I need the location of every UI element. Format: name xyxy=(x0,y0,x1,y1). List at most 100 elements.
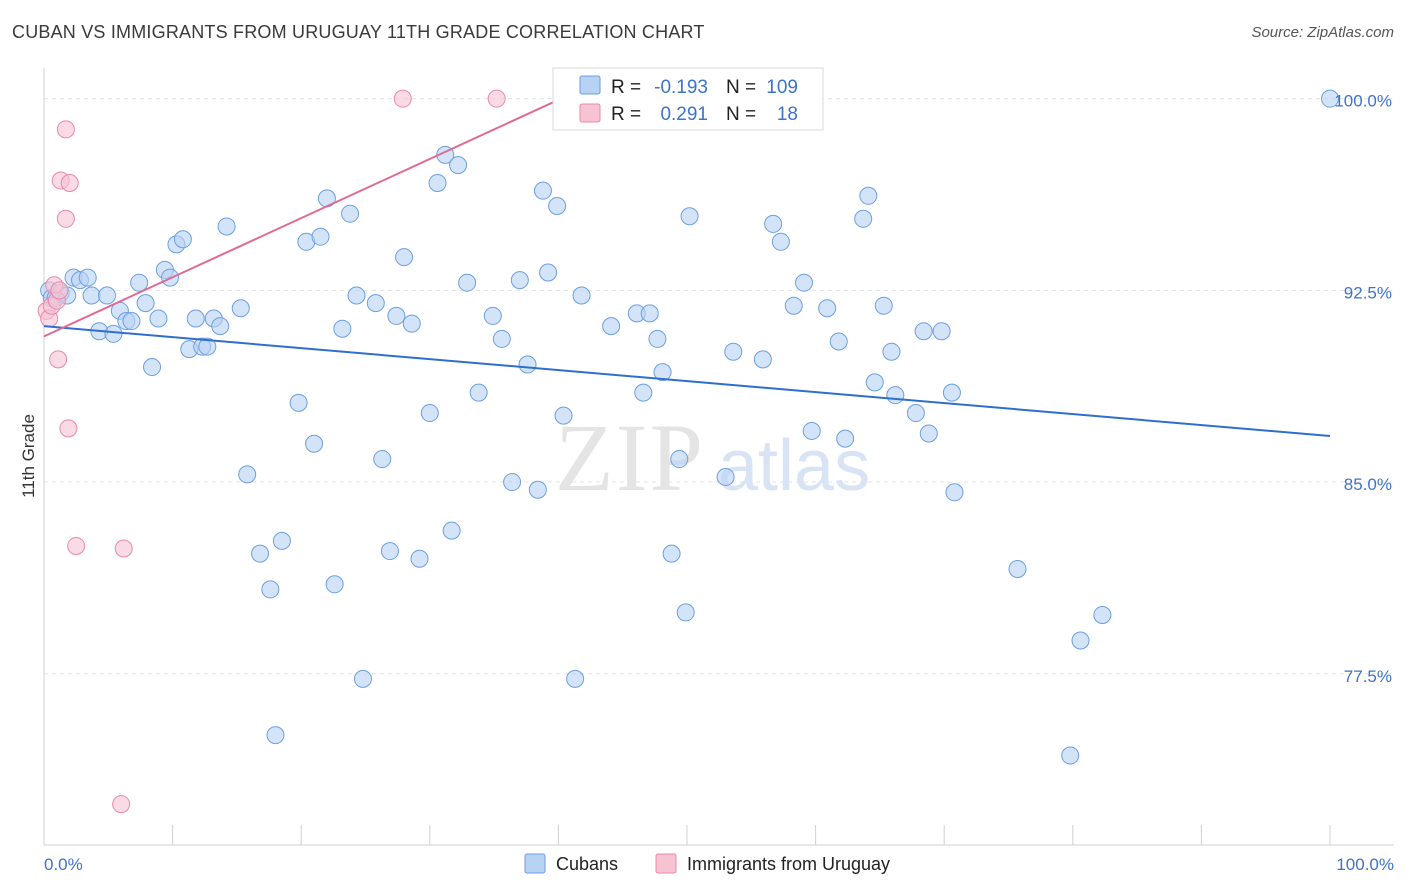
data-point xyxy=(640,304,659,323)
trend-line-cubans xyxy=(43,325,1331,438)
data-point xyxy=(149,309,168,328)
data-point xyxy=(1093,605,1112,624)
data-point xyxy=(724,342,743,361)
data-point xyxy=(428,174,447,193)
data-point xyxy=(56,209,75,228)
data-point xyxy=(130,273,149,292)
data-point xyxy=(882,342,901,361)
data-point xyxy=(347,286,366,305)
data-point xyxy=(186,309,205,328)
data-point xyxy=(802,421,821,440)
data-point xyxy=(311,227,330,246)
y-tick-label: 85.0% xyxy=(1344,475,1392,494)
data-point xyxy=(771,232,790,251)
data-point xyxy=(420,404,439,423)
data-point xyxy=(50,281,69,300)
data-point xyxy=(836,429,855,448)
gridlines xyxy=(44,98,1394,675)
data-point xyxy=(865,373,884,392)
data-point xyxy=(402,314,421,333)
data-point xyxy=(59,419,78,438)
legend-n-value-cubans: 109 xyxy=(766,77,798,98)
data-point xyxy=(78,268,97,287)
data-point xyxy=(122,312,141,331)
source-label: Source: ZipAtlas.com xyxy=(1251,24,1394,41)
data-point xyxy=(393,89,412,108)
data-point xyxy=(469,383,488,402)
data-point xyxy=(648,329,667,348)
data-point xyxy=(572,286,591,305)
uruguay-points xyxy=(37,89,680,814)
data-point xyxy=(492,329,511,348)
x-tick-label-max: 100.0% xyxy=(1336,855,1394,874)
data-point xyxy=(874,296,893,315)
data-point xyxy=(251,544,270,563)
data-point xyxy=(325,575,344,594)
data-point xyxy=(173,230,192,249)
data-point xyxy=(67,536,86,555)
series-legend-label-cubans: Cubans xyxy=(556,854,618,874)
data-point xyxy=(333,319,352,338)
data-point xyxy=(238,465,257,484)
data-point xyxy=(818,299,837,318)
data-point xyxy=(539,263,558,282)
data-point xyxy=(305,434,324,453)
data-point xyxy=(60,174,79,193)
legend-r-value-cubans: -0.193 xyxy=(654,77,708,98)
data-point xyxy=(449,156,468,175)
data-point xyxy=(919,424,938,443)
data-point xyxy=(753,350,772,369)
data-point xyxy=(341,204,360,223)
data-point xyxy=(914,322,933,341)
data-point xyxy=(1008,559,1027,578)
series-legend-label-uruguay: Immigrants from Uruguay xyxy=(687,854,890,874)
data-point xyxy=(518,355,537,374)
data-point xyxy=(829,332,848,351)
data-point xyxy=(272,531,291,550)
data-point xyxy=(373,450,392,469)
x-tick-label-min: 0.0% xyxy=(44,855,83,874)
data-point xyxy=(906,404,925,423)
data-point xyxy=(634,383,653,402)
data-point xyxy=(380,542,399,561)
cubans-points xyxy=(40,89,1339,765)
data-point xyxy=(503,473,522,492)
data-point xyxy=(395,248,414,267)
y-tick-label: 77.5% xyxy=(1344,667,1392,686)
data-point xyxy=(716,467,735,486)
data-point xyxy=(945,483,964,502)
data-point xyxy=(784,296,803,315)
stats-legend: R = -0.193 N = 109 R = 0.291 N = 18 xyxy=(552,67,824,131)
data-point xyxy=(410,549,429,568)
series-legend-swatch-cubans xyxy=(524,853,546,874)
data-point xyxy=(554,406,573,425)
series-legend: Cubans Immigrants from Uruguay xyxy=(524,853,890,874)
y-tick-label: 100.0% xyxy=(1334,92,1392,111)
data-point xyxy=(366,294,385,313)
data-point xyxy=(211,317,230,336)
data-point xyxy=(662,544,681,563)
series-legend-swatch-uruguay xyxy=(655,853,677,874)
data-point xyxy=(143,358,162,377)
data-point xyxy=(458,273,477,292)
data-point xyxy=(886,386,905,405)
data-point xyxy=(98,286,117,305)
data-point xyxy=(387,306,406,325)
data-point xyxy=(859,186,878,205)
data-point xyxy=(82,286,101,305)
data-point xyxy=(942,383,961,402)
data-point xyxy=(217,217,236,236)
legend-n-label-cubans: N = xyxy=(726,77,756,98)
data-point xyxy=(932,322,951,341)
data-point xyxy=(114,539,133,558)
data-point xyxy=(49,350,68,369)
data-point xyxy=(231,299,250,318)
data-point xyxy=(854,209,873,228)
trend-lines xyxy=(43,97,1331,438)
data-point xyxy=(1321,89,1339,108)
data-point xyxy=(795,273,814,292)
data-point xyxy=(289,393,308,412)
data-point xyxy=(136,294,155,313)
legend-n-label-uruguay: N = xyxy=(726,104,756,125)
data-point xyxy=(764,214,783,233)
